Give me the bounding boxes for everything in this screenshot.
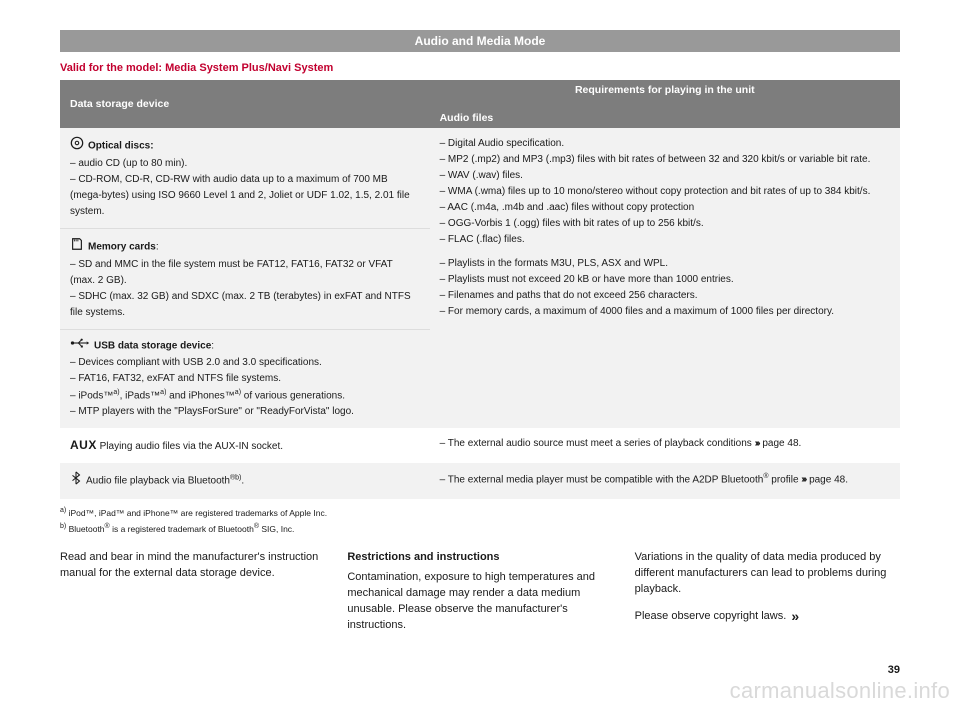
sd-icon — [70, 237, 84, 257]
usb-icon — [70, 338, 90, 354]
ra-l7: – FLAC (.flac) files. — [440, 232, 890, 248]
ra-l2: – MP2 (.mp2) and MP3 (.mp3) files with b… — [440, 152, 890, 168]
rp-l4: – For memory cards, a maximum of 4000 fi… — [440, 304, 890, 320]
col-device-header: Data storage device — [60, 80, 430, 128]
memory-l2: – SDHC (max. 32 GB) and SDXC (max. 2 TB … — [70, 289, 420, 321]
continue-icon: » — [791, 606, 799, 626]
bt-sup: ®b) — [230, 474, 241, 481]
optical-cell: Optical discs: – audio CD (up to 80 min)… — [60, 128, 430, 229]
disc-icon — [70, 136, 84, 156]
usb-colon: : — [211, 341, 214, 352]
footnote-b: b) Bluetooth® is a registered trademark … — [60, 521, 900, 536]
c2-head: Restrictions and instructions — [347, 550, 612, 566]
c3-p2: Please observe copyright laws. » — [635, 606, 900, 626]
c3-p1: Variations in the quality of data media … — [635, 550, 900, 598]
bluetooth-icon — [70, 471, 82, 491]
col-1: Read and bear in mind the manufacturer's… — [60, 550, 325, 634]
ref-arrows-icon: ››› — [755, 438, 759, 449]
memory-title: Memory cards — [88, 242, 156, 253]
footnotes: a) iPod™, iPad™ and iPhone™ are register… — [60, 505, 900, 536]
req-aux-page: page 48. — [762, 438, 801, 449]
section-header: Audio and Media Mode — [60, 30, 900, 52]
req-audio-cell: – Digital Audio specification. – MP2 (.m… — [430, 128, 900, 428]
row-optical: Optical discs: – audio CD (up to 80 min)… — [60, 128, 900, 229]
req-bt-mid: profile — [768, 474, 801, 485]
ra-l4: – WMA (.wma) files up to 10 mono/stereo … — [440, 184, 890, 200]
usb-cell: USB data storage device: – Devices compl… — [60, 330, 430, 428]
c1-text: Read and bear in mind the manufacturer's… — [60, 550, 325, 582]
aux-icon: AUX — [70, 438, 97, 452]
col-requirements-header: Requirements for playing in the unit Aud… — [430, 80, 900, 128]
footnote-a: a) iPod™, iPad™ and iPhone™ are register… — [60, 505, 900, 520]
usb-l4: – MTP players with the "PlaysForSure" or… — [70, 404, 420, 420]
body-columns: Read and bear in mind the manufacturer's… — [60, 550, 900, 634]
req-bt-page: page 48. — [809, 474, 848, 485]
model-subtitle: Valid for the model: Media System Plus/N… — [60, 62, 900, 74]
usb-l1: – Devices compliant with USB 2.0 and 3.0… — [70, 355, 420, 371]
spec-table: Data storage device Requirements for pla… — [60, 80, 900, 499]
watermark: carmanualsonline.info — [730, 678, 950, 704]
bt-text: Audio file playback via Bluetooth — [86, 476, 230, 487]
c2-body: Contamination, exposure to high temperat… — [347, 570, 612, 634]
usb-l3: – iPods™a), iPads™a) and iPhones™a) of v… — [70, 387, 420, 404]
bt-text-post: . — [241, 476, 244, 487]
memory-cell: Memory cards: – SD and MMC in the file s… — [60, 229, 430, 330]
rp-l2: – Playlists must not exceed 20 kB or hav… — [440, 272, 890, 288]
usb-title: USB data storage device — [94, 341, 211, 352]
optical-title: Optical discs: — [88, 141, 154, 152]
memory-colon: : — [156, 242, 159, 253]
rp-l1: – Playlists in the formats M3U, PLS, ASX… — [440, 256, 890, 272]
ra-l1: – Digital Audio specification. — [440, 136, 890, 152]
row-bt: Audio file playback via Bluetooth®b). – … — [60, 463, 900, 499]
usb-l2: – FAT16, FAT32, exFAT and NTFS file syst… — [70, 371, 420, 387]
ra-l5: – AAC (.m4a, .m4b and .aac) files withou… — [440, 200, 890, 216]
req-aux-cell: – The external audio source must meet a … — [430, 428, 900, 463]
memory-l1: – SD and MMC in the file system must be … — [70, 257, 420, 289]
req-bt-pre: – The external media player must be comp… — [440, 474, 764, 485]
req-header-sub: Audio files — [440, 112, 890, 124]
row-aux: AUX Playing audio files via the AUX-IN s… — [60, 428, 900, 463]
col-2: Restrictions and instructions Contaminat… — [347, 550, 612, 634]
ra-l3: – WAV (.wav) files. — [440, 168, 890, 184]
col-3: Variations in the quality of data media … — [635, 550, 900, 634]
aux-cell: AUX Playing audio files via the AUX-IN s… — [60, 428, 430, 463]
req-header-top: Requirements for playing in the unit — [440, 84, 890, 104]
bt-cell: Audio file playback via Bluetooth®b). — [60, 463, 430, 499]
ra-l6: – OGG-Vorbis 1 (.ogg) files with bit rat… — [440, 216, 890, 232]
table-header-row: Data storage device Requirements for pla… — [60, 80, 900, 128]
optical-l1: – audio CD (up to 80 min). — [70, 156, 420, 172]
optical-l2: – CD-ROM, CD-R, CD-RW with audio data up… — [70, 172, 420, 220]
req-aux-text: – The external audio source must meet a … — [440, 438, 755, 449]
rp-l3: – Filenames and paths that do not exceed… — [440, 288, 890, 304]
aux-text: Playing audio files via the AUX-IN socke… — [100, 441, 283, 452]
ref-arrows-icon: ››› — [801, 474, 805, 485]
req-bt-cell: – The external media player must be comp… — [430, 463, 900, 499]
page-number: 39 — [888, 664, 900, 676]
